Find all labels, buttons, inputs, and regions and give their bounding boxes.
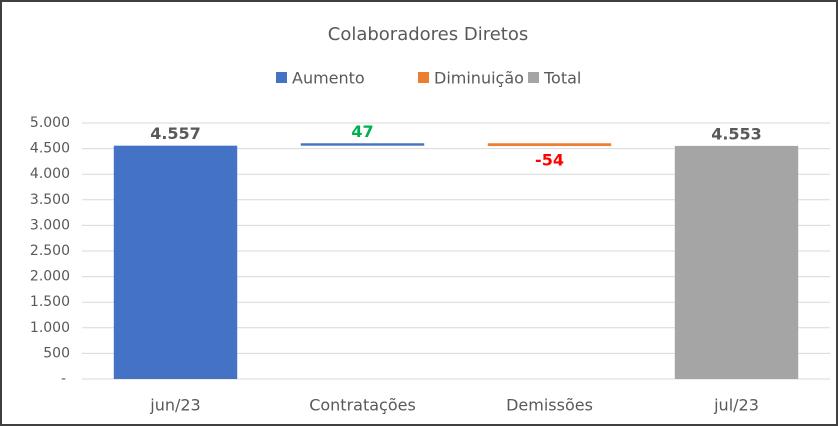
legend-label: Aumento — [292, 69, 365, 88]
x-tick-label: Demissões — [506, 396, 593, 415]
legend-swatch — [418, 72, 429, 83]
bar — [674, 145, 799, 379]
y-tick-label: 4.500 — [30, 141, 70, 157]
x-tick-label: Contratações — [309, 396, 416, 415]
y-tick-label: 2.500 — [30, 243, 70, 259]
bar — [113, 145, 238, 379]
x-tick-label: jul/23 — [713, 396, 759, 415]
value-label: 4.557 — [150, 124, 201, 143]
y-tick-label: 1.500 — [30, 294, 70, 310]
value-label: 47 — [351, 122, 373, 141]
y-tick-label: 5.000 — [30, 115, 70, 131]
y-tick-label: 2.000 — [30, 269, 70, 285]
value-label: 4.553 — [711, 124, 762, 143]
y-tick-label: 4.000 — [30, 166, 70, 182]
y-tick-label: 1.000 — [30, 320, 70, 336]
bar — [487, 143, 612, 147]
legend-swatch — [528, 72, 539, 83]
value-label: -54 — [535, 151, 564, 170]
y-tick-label: 500 — [43, 345, 70, 361]
y-tick-label: 3.500 — [30, 192, 70, 208]
legend-swatch — [276, 72, 287, 83]
y-tick-label: 3.000 — [30, 217, 70, 233]
legend-label: Total — [543, 69, 581, 88]
bar — [300, 143, 425, 146]
x-tick-label: jun/23 — [149, 396, 200, 415]
chart-title: Colaboradores Diretos — [328, 24, 529, 45]
legend-label: Diminuição — [434, 69, 524, 88]
y-tick-label: - — [61, 371, 66, 387]
